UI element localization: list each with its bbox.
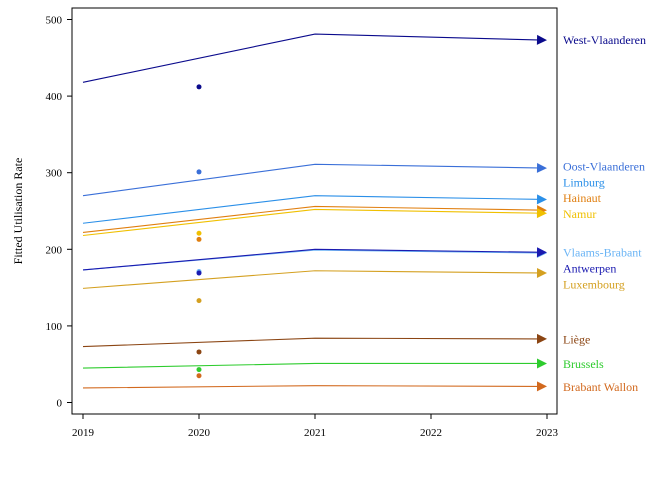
- series-label: Luxembourg: [563, 278, 625, 292]
- data-point: [196, 84, 202, 90]
- data-point: [196, 230, 202, 236]
- series-line: [82, 163, 538, 197]
- series-arrowhead: [536, 162, 547, 173]
- series-line: [82, 385, 538, 389]
- series-arrowhead: [536, 333, 547, 344]
- series-label: Vlaams-Brabant: [563, 245, 642, 259]
- y-tick-label: 200: [46, 244, 63, 256]
- y-tick-label: 300: [46, 168, 63, 180]
- series-line: [82, 248, 538, 271]
- y-tick-label: 100: [46, 321, 63, 333]
- data-point: [196, 169, 202, 175]
- data-point: [196, 298, 202, 304]
- series-line: [82, 270, 538, 289]
- series-arrowhead: [537, 358, 547, 369]
- data-point: [196, 236, 202, 242]
- labels-layer: West-Vlaanderen Oost-Vlaanderen LimburgHai…: [563, 33, 646, 394]
- series-label: Oost-Vlaanderen: [563, 160, 645, 174]
- series-arrowhead: [536, 34, 547, 45]
- x-axis: 2019 2020 2021 2022 2023: [72, 414, 559, 439]
- points-layer: [196, 84, 202, 379]
- series-line: [82, 337, 538, 348]
- y-tick-label: 500: [46, 14, 63, 26]
- series-line: [82, 205, 538, 233]
- data-point: [196, 270, 202, 276]
- series-line: [82, 249, 538, 271]
- series-label: Liège: [563, 333, 590, 347]
- series-label: West-Vlaanderen: [563, 33, 646, 47]
- x-tick-label: 2019: [72, 427, 95, 439]
- series-arrowhead: [536, 208, 547, 219]
- series-arrowhead: [536, 247, 547, 258]
- series-arrowhead: [536, 381, 547, 392]
- x-tick-label: 2022: [420, 427, 442, 439]
- series-label: Namur: [563, 207, 596, 221]
- series-label: Brabant Wallon: [563, 380, 638, 394]
- series-label: Antwerpen: [563, 261, 616, 275]
- data-point: [196, 373, 202, 379]
- series-label: Brussels: [563, 357, 604, 371]
- series-layer: [82, 33, 547, 392]
- series-arrowhead: [536, 267, 547, 278]
- x-tick-label: 2020: [188, 427, 211, 439]
- series-label: Limburg: [563, 176, 605, 190]
- series-label: Hainaut: [563, 191, 602, 205]
- x-tick-label: 2021: [304, 427, 326, 439]
- data-point: [196, 367, 202, 373]
- series-arrowhead: [536, 194, 547, 205]
- series-line: [82, 195, 538, 224]
- y-axis: 0 100 200 300 400 500: [46, 14, 72, 410]
- series-line: [82, 33, 538, 83]
- series-line: [82, 362, 537, 369]
- series-line: [82, 208, 538, 237]
- y-tick-label: 400: [46, 91, 63, 103]
- y-tick-label: 0: [57, 398, 63, 410]
- data-point: [196, 349, 202, 355]
- x-tick-label: 2023: [536, 427, 559, 439]
- y-axis-title: Fitted Utilisation Rate: [11, 158, 25, 265]
